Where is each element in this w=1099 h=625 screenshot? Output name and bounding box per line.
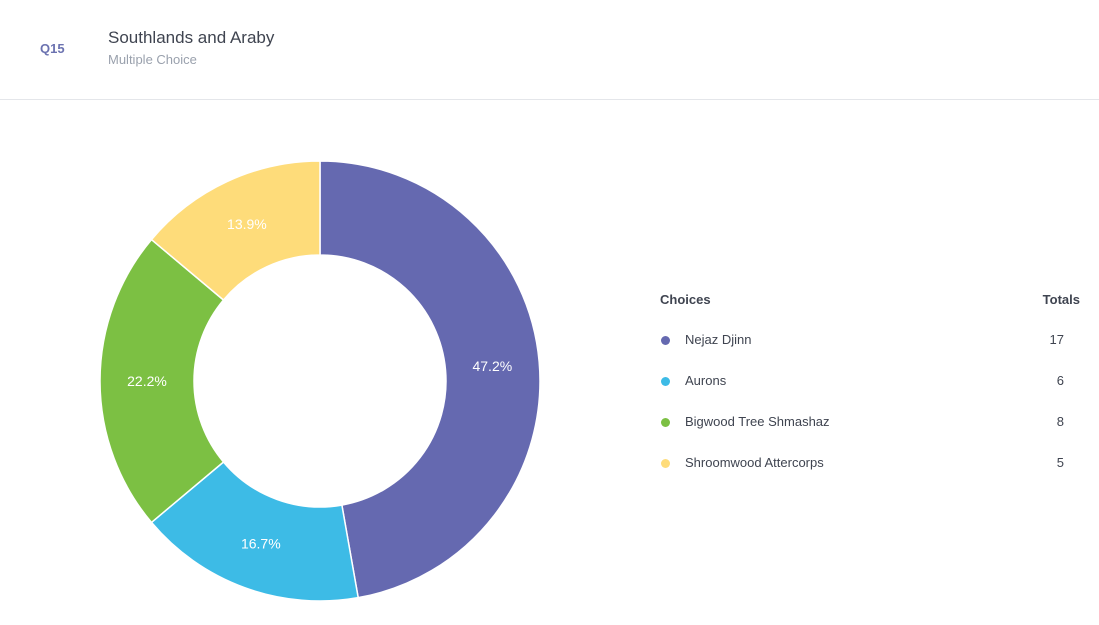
legend-color-dot (661, 336, 670, 345)
slice-percent-label: 22.2% (127, 373, 167, 389)
legend-color-dot (661, 418, 670, 427)
legend-choice-total: 6 (1056, 373, 1064, 388)
legend-choice-name: Nejaz Djinn (685, 332, 752, 347)
question-type: Multiple Choice (108, 52, 197, 67)
totals-column-header: Totals (1042, 292, 1080, 307)
legend-table: Choices Totals Nejaz Djinn 17 Aurons 6 Bigwo… (660, 290, 1080, 470)
legend-row: Nejaz Djinn 17 (660, 324, 1080, 365)
legend-row: Aurons 6 (660, 365, 1080, 406)
donut-chart: 47.2% 16.7% 22.2% 13.9% (99, 160, 541, 602)
legend-choice-name: Bigwood Tree Shmashaz (685, 414, 830, 429)
legend-row: Bigwood Tree Shmashaz 8 (660, 406, 1080, 447)
legend-row: Shroomwood Attercorps 5 (660, 447, 1080, 488)
legend-choice-name: Aurons (685, 373, 727, 388)
legend-choice-total: 8 (1056, 414, 1064, 429)
legend-color-dot (661, 459, 670, 468)
chart-area: 47.2% 16.7% 22.2% 13.9% (0, 100, 640, 625)
choices-column-header: Choices (660, 292, 711, 307)
slice-percent-label: 13.9% (227, 216, 267, 232)
question-header: Q15 Southlands and Araby Multiple Choice (0, 0, 1099, 100)
donut-slice-3[interactable] (99, 238, 225, 524)
donut-slice-4[interactable] (150, 160, 321, 302)
legend-choice-total: 17 (1049, 332, 1064, 347)
legend-choice-name: Shroomwood Attercorps (685, 455, 824, 470)
donut-slice-1[interactable] (319, 160, 541, 599)
legend-choice-total: 5 (1056, 455, 1064, 470)
legend-rows: Nejaz Djinn 17 Aurons 6 Bigwood Tree Shmasha… (660, 324, 1080, 488)
slice-percent-label: 47.2% (472, 358, 512, 374)
question-title: Southlands and Araby (108, 28, 275, 47)
legend-header: Choices Totals (660, 290, 1080, 312)
slice-percent-label: 16.7% (241, 536, 281, 552)
question-number: Q15 (40, 41, 65, 56)
legend-color-dot (661, 377, 670, 386)
